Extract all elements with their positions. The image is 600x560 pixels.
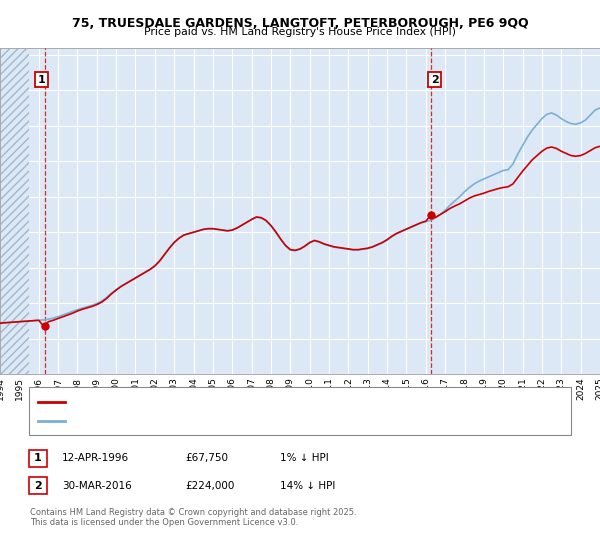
Text: 30-MAR-2016: 30-MAR-2016 [62, 480, 132, 491]
Text: 75, TRUESDALE GARDENS, LANGTOFT, PETERBOROUGH, PE6 9QQ: 75, TRUESDALE GARDENS, LANGTOFT, PETERBO… [71, 17, 529, 30]
Text: 1: 1 [34, 454, 42, 463]
FancyBboxPatch shape [29, 388, 571, 436]
FancyBboxPatch shape [29, 477, 47, 494]
Text: 75, TRUESDALE GARDENS, LANGTOFT, PETERBOROUGH, PE6 9QQ (detached house): 75, TRUESDALE GARDENS, LANGTOFT, PETERBO… [72, 397, 470, 406]
Text: Price paid vs. HM Land Registry's House Price Index (HPI): Price paid vs. HM Land Registry's House … [144, 27, 456, 37]
Bar [0, 48, 29, 374]
Text: 2: 2 [34, 480, 42, 491]
Text: Contains HM Land Registry data © Crown copyright and database right 2025.
This d: Contains HM Land Registry data © Crown c… [30, 507, 356, 527]
Text: 1: 1 [38, 74, 46, 85]
Text: HPI: Average price, detached house, South Kesteven: HPI: Average price, detached house, Sout… [72, 417, 322, 426]
Text: 2: 2 [431, 74, 439, 85]
FancyBboxPatch shape [29, 450, 47, 467]
Text: £224,000: £224,000 [185, 480, 235, 491]
Text: 14% ↓ HPI: 14% ↓ HPI [280, 480, 335, 491]
Text: 12-APR-1996: 12-APR-1996 [62, 454, 129, 463]
Text: £67,750: £67,750 [185, 454, 228, 463]
Text: 1% ↓ HPI: 1% ↓ HPI [280, 454, 329, 463]
